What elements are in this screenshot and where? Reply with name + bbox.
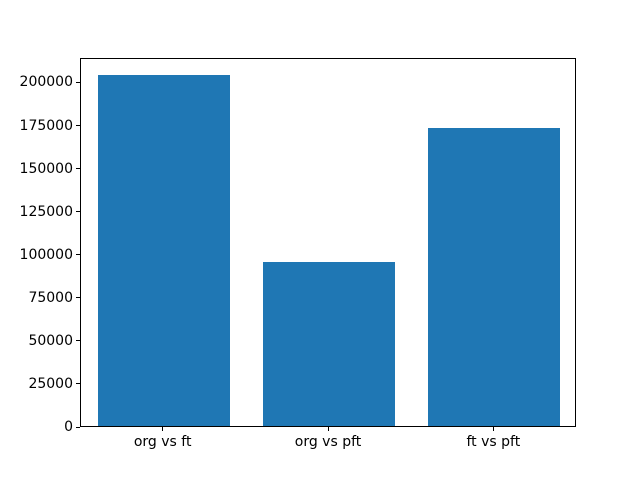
y-tick-mark bbox=[76, 254, 80, 256]
y-tick-mark bbox=[76, 81, 80, 83]
plot-area bbox=[80, 58, 576, 427]
y-tick-mark bbox=[76, 297, 80, 299]
y-tick-label: 50000 bbox=[28, 332, 73, 349]
x-tick-label: org vs pft bbox=[294, 434, 362, 450]
y-tick-mark bbox=[76, 426, 80, 428]
x-tick-mark bbox=[162, 427, 164, 431]
y-tick-mark bbox=[76, 211, 80, 213]
y-tick-label: 175000 bbox=[19, 117, 73, 134]
y-tick-mark bbox=[76, 340, 80, 342]
y-tick-label: 150000 bbox=[19, 160, 73, 177]
y-tick-label: 75000 bbox=[28, 289, 73, 306]
bar-ft-vs-pft bbox=[428, 127, 561, 426]
x-tick-label: ft vs pft bbox=[466, 434, 521, 450]
y-tick-label: 0 bbox=[64, 419, 73, 435]
y-tick-label: 25000 bbox=[28, 375, 73, 392]
bar-org-vs-pft bbox=[262, 262, 396, 426]
y-tick-label: 200000 bbox=[19, 74, 73, 91]
x-tick-mark bbox=[492, 427, 494, 431]
y-tick-mark bbox=[76, 125, 80, 127]
x-tick-mark bbox=[327, 427, 329, 431]
x-tick-label: org vs ft bbox=[133, 434, 192, 450]
y-tick-mark bbox=[76, 168, 80, 170]
bar-org-vs-ft bbox=[97, 74, 230, 426]
y-tick-mark bbox=[76, 383, 80, 385]
y-tick-label: 100000 bbox=[19, 246, 73, 263]
y-tick-label: 125000 bbox=[19, 203, 73, 220]
